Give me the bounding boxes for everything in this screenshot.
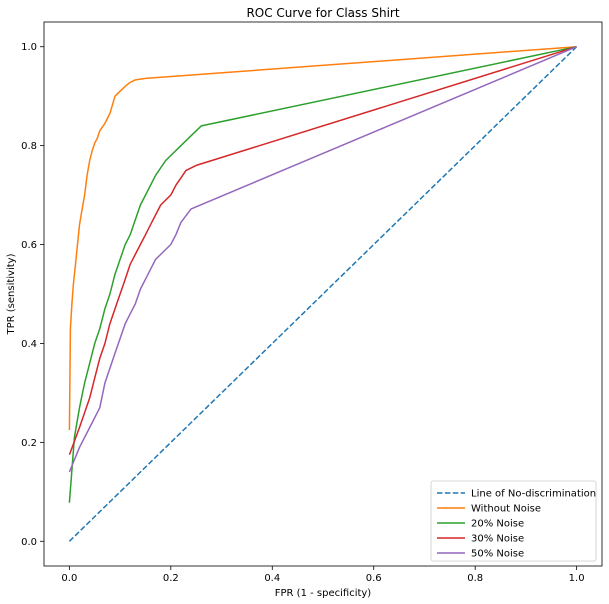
series-line-30-noise (68, 45, 577, 455)
y-tick-label: 0.6 (21, 240, 37, 251)
series-line-without-noise (68, 45, 577, 431)
x-axis-label: FPR (1 - specificity) (275, 588, 372, 599)
y-tick-label: 0.4 (21, 339, 37, 350)
x-axis: 0.0 0.2 0.4 0.6 0.8 1.0 (61, 566, 585, 584)
chart-title: ROC Curve for Class Shirt (246, 6, 399, 20)
x-tick-label: 0.2 (163, 573, 179, 584)
x-tick-label: 0.6 (366, 573, 382, 584)
y-axis-label: TPR (sensitivity) (6, 253, 17, 335)
x-tick-label: 0.4 (264, 573, 280, 584)
legend-label: 30% Noise (471, 534, 524, 545)
x-tick-label: 0.0 (61, 573, 77, 584)
y-tick-label: 0.8 (21, 141, 37, 152)
series-line-50-noise (68, 46, 577, 473)
series-line-line-of-no-discrimination (68, 46, 578, 542)
legend-label: 50% Noise (471, 549, 524, 560)
legend: Line of No-discrimination Without Noise 20… (430, 480, 597, 562)
series-line-20-noise (68, 45, 577, 503)
legend-label: Line of No-discrimination (471, 489, 596, 500)
legend-label: 20% Noise (471, 519, 524, 530)
x-tick-label: 1.0 (569, 573, 585, 584)
y-tick-label: 0.2 (21, 438, 37, 449)
y-tick-label: 0.0 (21, 537, 37, 548)
plot-area (43, 21, 603, 567)
series-lines (68, 45, 578, 542)
legend-box (430, 480, 597, 562)
legend-label: Without Noise (471, 504, 541, 515)
y-tick-label: 1.0 (21, 42, 37, 53)
y-axis: 0.0 0.2 0.4 0.6 0.8 1.0 (21, 42, 44, 548)
x-tick-label: 0.8 (467, 573, 483, 584)
